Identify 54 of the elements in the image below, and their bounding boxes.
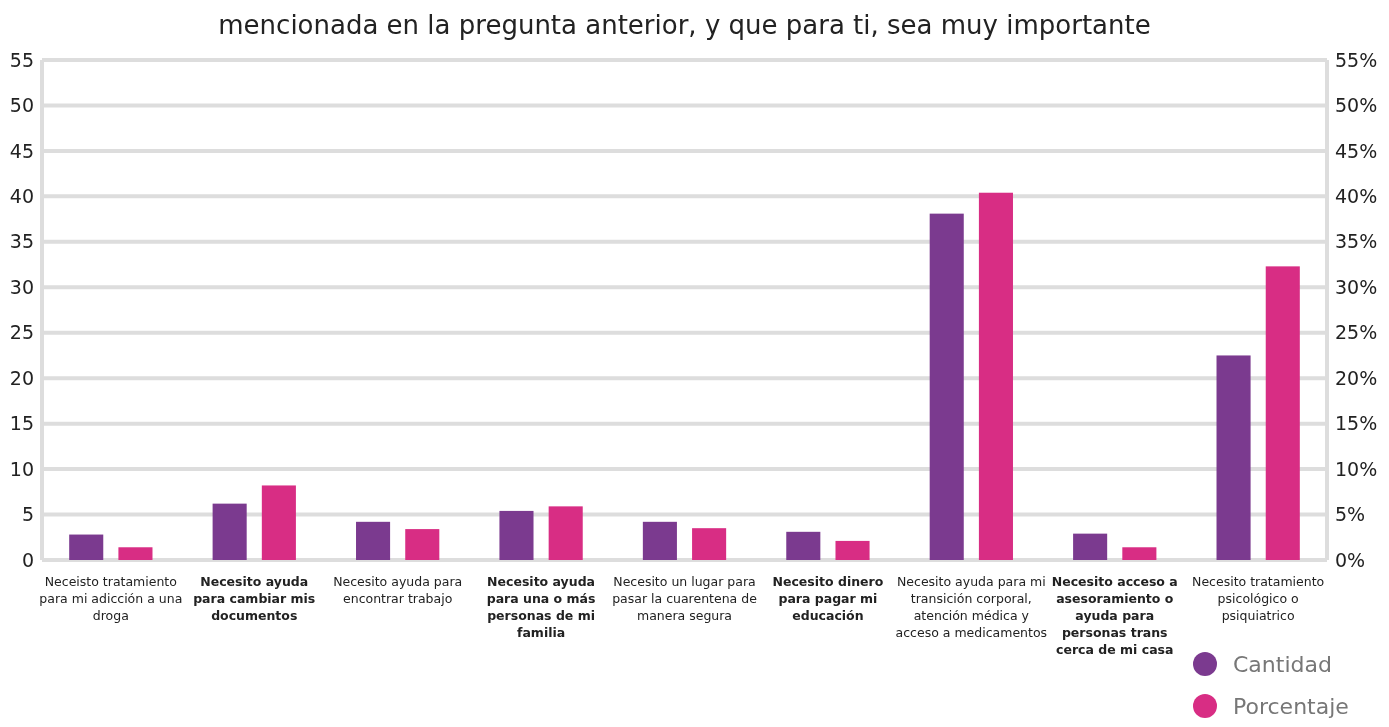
x-tick-label: Necesito ayuda para mi transición corporal, atención médica y acceso a medicamentos (895, 574, 1048, 640)
bar (692, 528, 727, 560)
y2-tick-label: 45% (1335, 139, 1378, 162)
y-tick-label: 25 (9, 321, 34, 344)
y2-tick-label: 25% (1335, 321, 1378, 344)
x-tick-label: Necesito ayuda para cambiar mis documentos (193, 574, 316, 623)
y-tick-label: 50 (9, 94, 34, 117)
bar (118, 547, 153, 560)
bar (212, 503, 247, 560)
y-tick-label: 15 (9, 412, 34, 435)
y-tick-label: 55 (9, 48, 34, 71)
legend-label: Cantidad (1233, 651, 1332, 677)
bar (642, 521, 677, 560)
x-tick-label: Necesito ayuda para encontrar trabajo (333, 574, 463, 606)
y2-tick-label: 55% (1335, 48, 1378, 71)
legend-label: Porcentaje (1233, 693, 1349, 719)
y-tick-label: 30 (9, 275, 34, 298)
x-tick-label: Necesito dinero para pagar mi educación (772, 574, 884, 623)
y-tick-label: 35 (9, 230, 34, 253)
bar (69, 534, 104, 560)
y2-tick-label: 10% (1335, 457, 1378, 480)
y-tick-label: 45 (9, 139, 34, 162)
bar (261, 485, 296, 560)
bar (978, 192, 1013, 560)
y-tick-label: 0 (21, 548, 34, 571)
x-tick-label: Necesito ayuda para una o más personas de mi familia (486, 574, 596, 640)
bar (1265, 266, 1300, 560)
bar (499, 510, 534, 560)
bar (1216, 355, 1251, 560)
x-tick-label: Necesito tratamiento psicológico o psiquiatrico (1192, 574, 1325, 623)
x-tick-label: Neceisto tratamiento para mi adicción a una droga (39, 574, 183, 623)
y-tick-label: 40 (9, 185, 34, 208)
bar (405, 529, 440, 560)
bar (835, 540, 870, 560)
bar (929, 213, 964, 560)
bar (1122, 547, 1157, 560)
y2-tick-label: 50% (1335, 94, 1378, 117)
chart-title: mencionada en la pregunta anterior, y que para ti, sea muy importante (218, 10, 1151, 40)
y-tick-label: 10 (9, 457, 34, 480)
bar (548, 506, 583, 560)
bar (786, 531, 821, 560)
y2-tick-label: 40% (1335, 185, 1378, 208)
y2-tick-label: 20% (1335, 366, 1378, 389)
y-tick-label: 5 (21, 503, 34, 526)
y2-tick-label: 35% (1335, 230, 1378, 253)
y2-tick-label: 30% (1335, 275, 1378, 298)
y-tick-label: 20 (9, 366, 34, 389)
x-tick-label: Necesito un lugar para pasar la cuarentena de manera segura (612, 574, 758, 623)
y2-tick-label: 15% (1335, 412, 1378, 435)
y2-tick-label: 5% (1335, 503, 1366, 526)
y2-tick-label: 0% (1335, 548, 1366, 571)
x-tick-label: Necesito acceso a asesoramiento o ayuda para personas trans cerca de mi casa (1051, 574, 1178, 657)
bar (356, 521, 391, 560)
bar (1073, 533, 1108, 560)
